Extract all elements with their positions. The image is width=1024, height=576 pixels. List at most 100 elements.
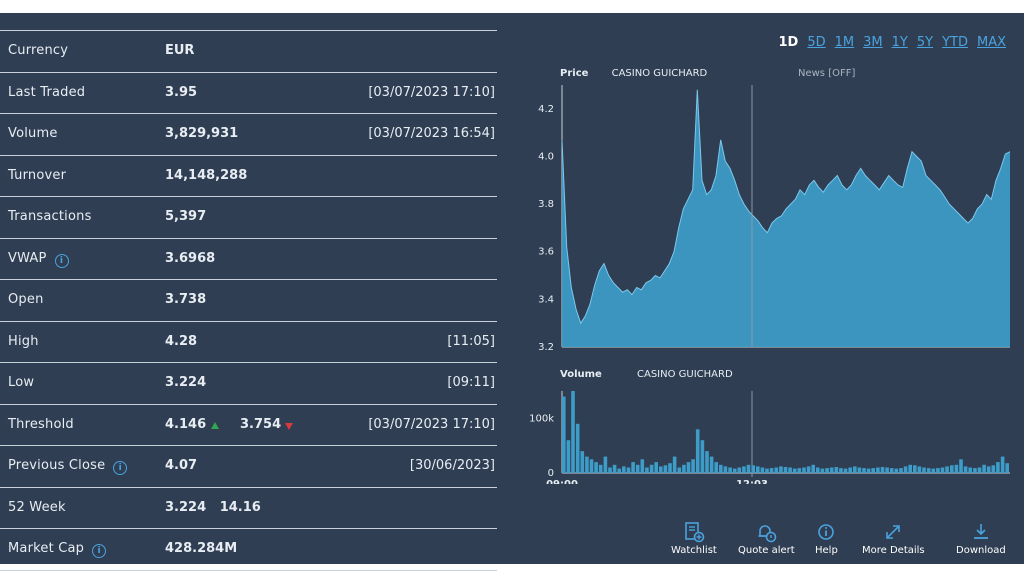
volume-bar: [931, 468, 936, 473]
stat-label: Transactions: [8, 209, 92, 224]
price-y-tick-label: 3.2: [538, 342, 554, 353]
volume-bar: [806, 466, 811, 473]
stat-label-text: Low: [8, 375, 35, 390]
volume-bar: [871, 468, 875, 473]
price-chart-header: Price CASINO GUICHARD: [560, 68, 707, 79]
volume-bar: [714, 462, 718, 473]
volume-bar: [829, 467, 834, 473]
range-tab-3m[interactable]: 3M: [863, 35, 883, 50]
volume-bar: [889, 468, 894, 473]
volume-bar: [977, 467, 982, 473]
volume-bar: [709, 456, 714, 473]
stat-timestamp: [03/07/2023 17:10]: [368, 84, 495, 100]
help-label: Help: [815, 545, 838, 556]
range-tab-1m[interactable]: 1M: [834, 35, 855, 50]
volume-bar: [926, 468, 931, 473]
watchlist-button[interactable]: Watchlist: [671, 521, 717, 556]
stat-value: 3,829,931: [165, 126, 239, 141]
volume-bar: [645, 467, 649, 473]
volume-bar: [672, 456, 677, 473]
stat-value: 3.738: [165, 292, 207, 307]
info-icon[interactable]: i: [54, 253, 69, 268]
table-bottom-border: [0, 569, 497, 571]
volume-bar: [626, 467, 631, 473]
volume-bar: [899, 468, 903, 473]
download-icon: [973, 524, 988, 539]
stat-timestamp: [03/07/2023 17:10]: [368, 416, 495, 432]
volume-x-tick-label: 09:00: [546, 479, 578, 484]
range-tab-ytd[interactable]: YTD: [942, 35, 968, 50]
volume-bar: [876, 467, 880, 473]
stat-label-text: 52 Week: [8, 499, 66, 515]
volume-bar: [677, 467, 682, 473]
stat-row: VWAP i 3.6968: [0, 237, 497, 280]
stat-row: Open 3.738: [0, 279, 497, 321]
stat-row: Turnover 14,148,288: [0, 154, 497, 197]
volume-bar: [612, 464, 617, 473]
volume-y-tick-label: 0: [548, 468, 554, 479]
volume-x-tick-label: 12:03: [736, 479, 768, 484]
volume-bar: [622, 466, 626, 473]
stat-label-text: Volume: [8, 126, 58, 141]
volume-bar: [959, 459, 963, 473]
stat-label-text: High: [8, 333, 39, 349]
quote-panel: Currency EUR Last Traded 3.95 [03/07/2023 17…: [0, 13, 1024, 571]
volume-bar: [917, 466, 922, 473]
news-toggle[interactable]: News [OFF]: [798, 68, 856, 79]
volume-bar: [973, 468, 977, 473]
stat-row: Last Traded 3.95 [03/07/2023 17:10]: [0, 71, 497, 114]
watchlist-label: Watchlist: [671, 545, 717, 556]
price-area: [562, 89, 1010, 348]
stat-value: EUR: [165, 43, 195, 58]
volume-bar: [880, 467, 885, 473]
help-button[interactable]: Help: [815, 521, 838, 556]
volume-chart: 0 100k 09:00 12:03: [529, 391, 1010, 484]
stat-row: Currency EUR: [0, 30, 497, 72]
download-button[interactable]: Download: [956, 521, 1006, 556]
stat-label: Currency: [8, 43, 68, 58]
info-icon[interactable]: i: [92, 544, 107, 558]
volume-bar: [1005, 463, 1009, 473]
info-icon: [818, 524, 835, 540]
stat-value-secondary: 3.754: [240, 416, 282, 432]
volume-bar: [769, 468, 774, 473]
volume-bar: [903, 466, 908, 473]
volume-bar: [797, 468, 802, 473]
stat-timestamp: [03/07/2023 16:54]: [368, 126, 495, 141]
stat-value: 14,148,288: [165, 167, 248, 183]
volume-bar: [788, 467, 792, 473]
volume-bar: [816, 467, 820, 473]
watchlist-icon: [685, 522, 705, 543]
stat-value: 3.95: [165, 84, 198, 100]
stat-label: Open: [8, 292, 44, 307]
volume-bar: [954, 464, 959, 473]
info-icon[interactable]: i: [113, 461, 128, 475]
volume-bar: [991, 465, 996, 473]
range-tab-1d[interactable]: 1D: [778, 35, 799, 50]
quote-alert-label: Quote alert: [738, 545, 795, 556]
stat-timestamp: [11:05]: [447, 333, 495, 349]
volume-bar: [825, 468, 829, 473]
volume-bar: [719, 464, 723, 473]
range-tab-max[interactable]: MAX: [976, 35, 1006, 50]
volume-bar: [732, 468, 737, 473]
download-label: Download: [956, 545, 1006, 556]
quote-alert-button[interactable]: Quote alert: [738, 521, 795, 556]
price-chart: 3.2 3.4 3.6 3.8 4.0 4.2: [538, 85, 1011, 353]
range-tab-1y[interactable]: 1Y: [891, 35, 908, 50]
stat-label-text: Currency: [8, 43, 69, 58]
volume-bar: [783, 467, 788, 473]
price-y-tick-label: 3.8: [538, 199, 554, 210]
more-details-button[interactable]: More Details: [862, 521, 925, 556]
volume-bar: [589, 459, 594, 473]
volume-bar: [885, 467, 889, 473]
price-y-tick-label: 4.2: [538, 104, 554, 115]
volume-bar: [663, 465, 668, 473]
range-tab-5d[interactable]: 5D: [807, 35, 826, 50]
volume-bar: [686, 462, 691, 473]
volume-bar: [765, 468, 769, 473]
range-tab-5y[interactable]: 5Y: [916, 35, 934, 50]
volume-bar: [862, 468, 866, 473]
volume-bar: [562, 396, 566, 473]
volume-bar: [649, 464, 654, 473]
